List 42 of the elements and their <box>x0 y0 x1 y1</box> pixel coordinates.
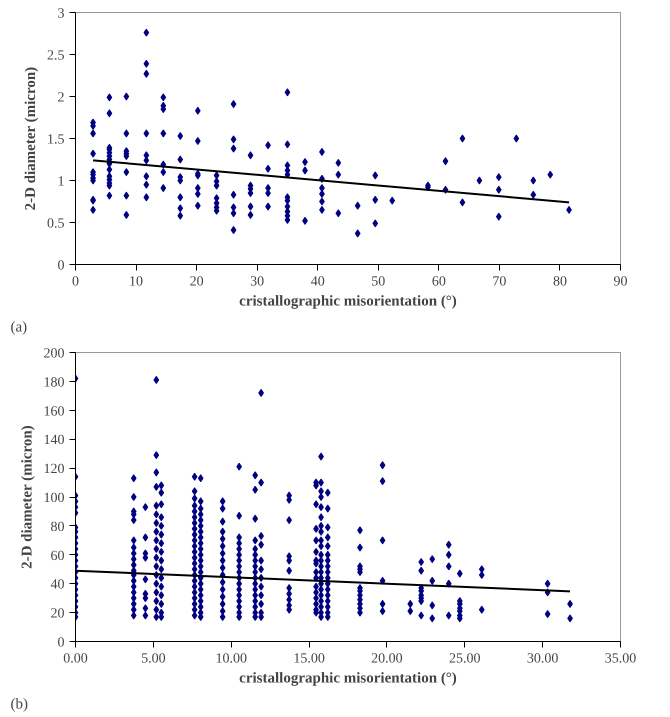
y-tick-label: 200 <box>44 346 64 362</box>
y-tick-label: 1 <box>58 174 64 190</box>
y-tick-label: 60 <box>50 548 64 564</box>
x-tick-label: 35.00 <box>604 652 636 666</box>
y-tick-label: 0 <box>58 258 64 274</box>
x-tick-label: 50 <box>371 274 386 290</box>
x-tick-label: 25.00 <box>449 652 481 666</box>
x-tick-label: 60 <box>432 274 446 290</box>
y-tick-label: 1.5 <box>47 132 64 148</box>
y-axis-title: 2-D diameter (micron) <box>23 66 39 210</box>
x-axis-title: cristallographic misorientation (°) <box>239 670 457 686</box>
x-tick-label: 15.00 <box>293 652 325 666</box>
y-tick-label: 100 <box>44 491 64 506</box>
y-tick-label: 20 <box>50 606 64 622</box>
x-tick-label: 10 <box>129 274 144 290</box>
y-tick-label: 2.5 <box>47 48 64 64</box>
y-axis-title: 2-D diameter (micron) <box>20 425 36 569</box>
x-tick-label: 30.00 <box>526 652 558 666</box>
y-tick-label: 2 <box>58 90 64 106</box>
x-tick-label: 0.00 <box>63 652 88 666</box>
x-tick-label: 30 <box>250 274 264 290</box>
y-tick-label: 120 <box>44 462 64 478</box>
y-tick-label: 80 <box>50 520 64 535</box>
x-tick-label: 70 <box>492 274 506 290</box>
y-tick-label: 3 <box>58 6 64 22</box>
x-tick-label: 80 <box>552 274 567 290</box>
x-tick-label: 20.00 <box>371 652 403 666</box>
text: (b) <box>10 696 28 712</box>
x-tick-label: 20 <box>190 274 204 290</box>
y-tick-label: 180 <box>44 375 64 390</box>
x-tick-label: 0 <box>72 274 79 290</box>
x-tick-label: 40 <box>310 274 325 290</box>
x-axis-title: cristallographic misorientation (°) <box>239 294 457 310</box>
y-tick-label: 40 <box>50 578 64 593</box>
y-tick-label: 160 <box>44 404 64 420</box>
y-tick-label: 0 <box>58 636 64 650</box>
y-tick-label: 0.5 <box>47 216 64 232</box>
y-tick-label: 140 <box>44 433 64 448</box>
x-tick-label: 10.00 <box>215 652 247 666</box>
text: (a) <box>10 320 28 336</box>
x-tick-label: 90 <box>614 274 628 290</box>
x-tick-label: 5.00 <box>141 652 166 666</box>
